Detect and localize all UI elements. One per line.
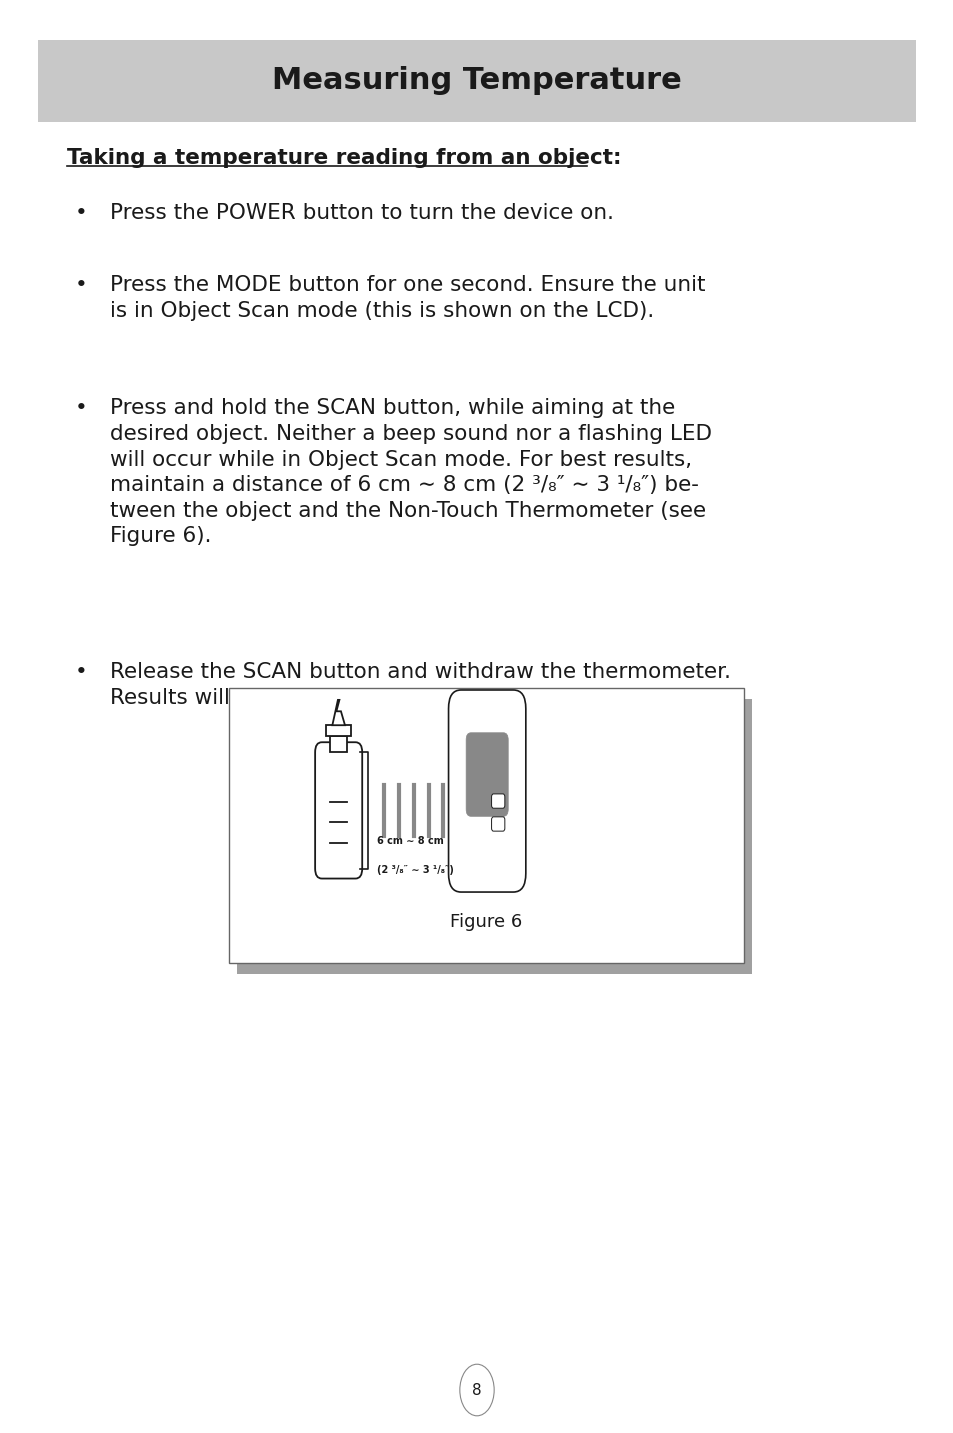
Polygon shape — [332, 699, 345, 725]
Text: 8: 8 — [472, 1383, 481, 1397]
FancyBboxPatch shape — [314, 742, 362, 878]
FancyBboxPatch shape — [236, 699, 751, 974]
FancyBboxPatch shape — [38, 40, 915, 122]
FancyBboxPatch shape — [491, 817, 504, 831]
Text: Taking a temperature reading from an object:: Taking a temperature reading from an obj… — [67, 148, 620, 168]
FancyBboxPatch shape — [491, 794, 504, 808]
FancyBboxPatch shape — [330, 737, 347, 752]
Text: •: • — [74, 398, 87, 418]
FancyBboxPatch shape — [466, 732, 508, 817]
Text: (2 ³/₈″ ∼ 3 ¹/₈″): (2 ³/₈″ ∼ 3 ¹/₈″) — [377, 866, 454, 874]
Text: 6 cm ∼ 8 cm: 6 cm ∼ 8 cm — [377, 837, 444, 845]
Circle shape — [459, 1364, 494, 1416]
Text: Release the SCAN button and withdraw the thermometer.
Results will display on th: Release the SCAN button and withdraw the… — [110, 662, 730, 708]
FancyBboxPatch shape — [448, 691, 525, 891]
Text: Press the POWER button to turn the device on.: Press the POWER button to turn the devic… — [110, 203, 613, 224]
Text: •: • — [74, 275, 87, 295]
Text: Figure 6: Figure 6 — [450, 913, 522, 931]
Text: •: • — [74, 203, 87, 224]
Text: Measuring Temperature: Measuring Temperature — [272, 66, 681, 96]
FancyBboxPatch shape — [326, 725, 351, 737]
Text: •: • — [74, 662, 87, 682]
Text: Press and hold the SCAN button, while aiming at the
desired object. Neither a be: Press and hold the SCAN button, while ai… — [110, 398, 711, 546]
Text: Press the MODE button for one second. Ensure the unit
is in Object Scan mode (th: Press the MODE button for one second. En… — [110, 275, 704, 321]
FancyBboxPatch shape — [229, 688, 743, 963]
